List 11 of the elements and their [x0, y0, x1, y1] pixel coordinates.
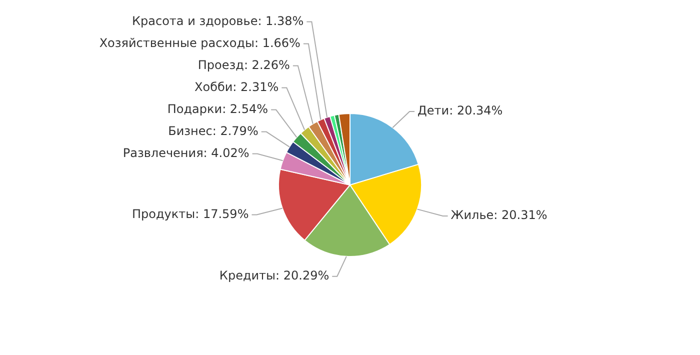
slice-label: Жилье: 20.31% — [450, 208, 548, 222]
slice-label: Развлечения: 4.02% — [122, 146, 250, 160]
slice-label: Проезд: 2.26% — [198, 58, 290, 72]
slice-label: Подарки: 2.54% — [167, 102, 268, 116]
slice-label: Продукты: 17.59% — [132, 206, 249, 221]
slice-label: Кредиты: 20.29% — [219, 268, 330, 283]
slice-label: Бизнес: 2.79% — [168, 124, 258, 138]
slice-label: Хобби: 2.31% — [194, 80, 279, 94]
slice-label: Красота и здоровье: 1.38% — [132, 14, 304, 28]
slice-label: Дети: 20.34% — [418, 104, 503, 118]
slice-label: Хозяйственные расходы: 1.66% — [99, 36, 300, 50]
